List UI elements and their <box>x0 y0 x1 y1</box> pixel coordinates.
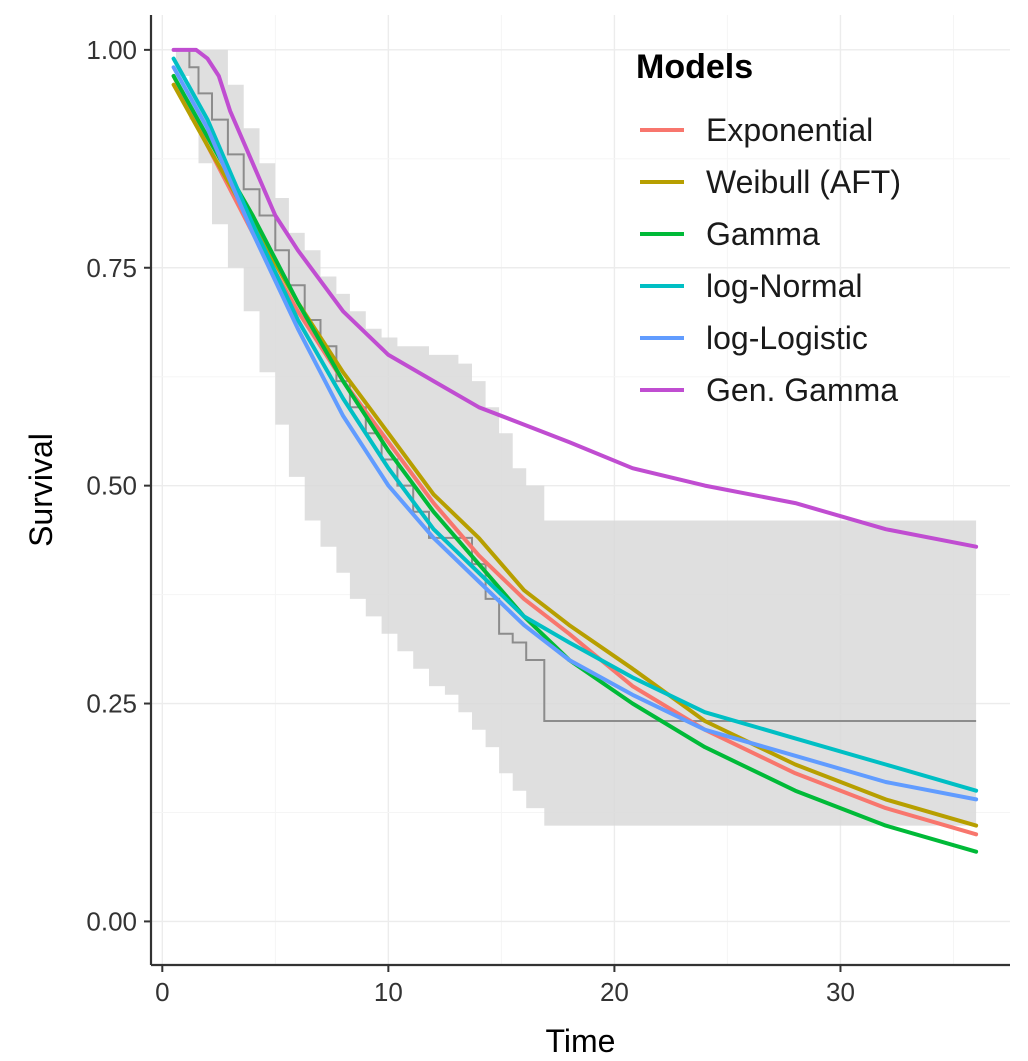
legend-title: Models <box>636 48 753 86</box>
y-tick-label-2: 0.50 <box>86 471 137 501</box>
confidence-band-area <box>175 49 977 826</box>
x-tick-label-3: 30 <box>826 977 855 1007</box>
legend-label-gen-gamma: Gen. Gamma <box>706 372 898 408</box>
axes <box>144 15 1010 972</box>
series-line-log-normal <box>171 56 979 793</box>
legend-items: Exponential Weibull (AFT) Gamma log-Normal l… <box>640 112 901 408</box>
y-tick-label-1: 0.25 <box>86 689 137 719</box>
y-tick-label-3: 0.75 <box>86 253 137 283</box>
legend-label-exponential: Exponential <box>706 112 873 148</box>
series-line-gen-gamma <box>171 47 979 549</box>
confidence-band <box>175 49 977 826</box>
y-tick-label-0: 0.00 <box>86 906 137 936</box>
legend-label-gamma: Gamma <box>706 216 820 252</box>
y-tick-label-4: 1.00 <box>86 35 137 65</box>
model-curves <box>171 47 979 854</box>
tick-labels: 0 10 20 30 0.00 0.25 0.50 0.75 1.00 <box>86 35 855 1007</box>
legend-label-weibull-aft: Weibull (AFT) <box>706 164 901 200</box>
x-tick-label-1: 10 <box>374 977 403 1007</box>
legend-label-log-logistic: log-Logistic <box>706 320 868 356</box>
series-line-weibull-aft <box>171 82 979 828</box>
series-line-log-logistic <box>171 65 979 802</box>
x-tick-label-2: 20 <box>600 977 629 1007</box>
series-line-gamma <box>171 74 979 854</box>
legend-label-log-normal: log-Normal <box>706 268 862 304</box>
x-axis-title: Time <box>546 1023 616 1059</box>
y-axis-title: Survival <box>23 433 59 547</box>
legend: Models Exponential Weibull (AFT) Gamma log-… <box>636 48 901 408</box>
x-tick-label-0: 0 <box>155 977 169 1007</box>
